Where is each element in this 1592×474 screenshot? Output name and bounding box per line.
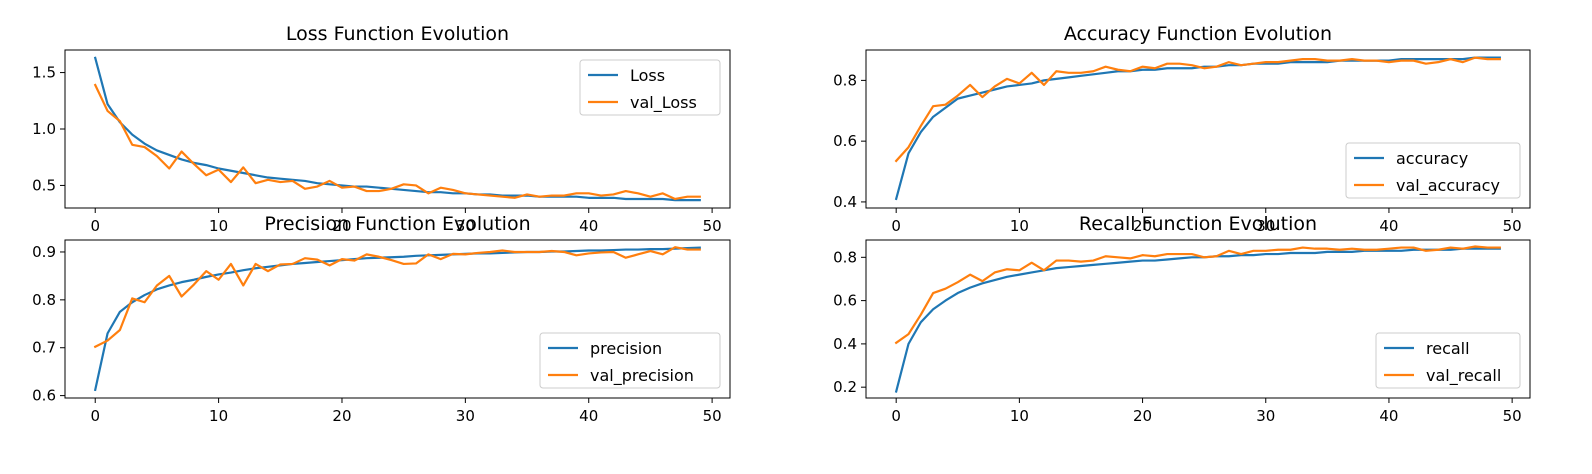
x-tick-label: 10 [1010,407,1029,425]
legend: Loss val_Loss [579,59,721,116]
x-tick-label: 10 [1010,217,1029,235]
legend-box [1345,142,1521,199]
x-tick-label: 50 [703,407,722,425]
series-line-val_Loss [93,83,701,201]
legend: recall val_recall [1375,332,1521,389]
series-line-Loss [93,56,701,202]
chart-title: Recall Function Evolution [1079,213,1317,235]
legend-label: Loss [630,66,665,85]
chart-panel-2: 0 10 20 30 40 50 0.6 0.7 0.8 0.9 Precision Functio… [32,213,731,425]
legend: accuracy val_accuracy [1345,142,1521,199]
x-tick-label: 30 [456,407,475,425]
x-tick-label: 10 [209,407,228,425]
y-tick-label: 0.5 [32,176,56,194]
legend-box [539,332,721,389]
x-tick-label: 50 [1503,407,1522,425]
y-tick-label: 0.8 [32,291,56,309]
legend-label: precision [590,339,662,358]
x-tick-label: 40 [1379,217,1398,235]
y-tick-label: 0.2 [833,378,857,396]
legend-label: val_recall [1426,366,1501,386]
y-tick-label: 0.7 [32,339,56,357]
x-tick-label: 30 [1256,407,1275,425]
chart-panel-3: 0 10 20 30 40 50 0.2 0.4 0.6 0.8 Recall Function E… [833,213,1531,425]
x-tick-label: 20 [1133,407,1152,425]
y-tick-label: 0.4 [833,335,857,353]
chart-title: Precision Function Evolution [264,213,530,235]
series-line-recall [894,247,1501,393]
series-line-val_recall [894,245,1501,345]
y-tick-label: 0.8 [833,71,857,89]
axes-frame [64,239,731,399]
x-tick-label: 0 [891,217,901,235]
x-tick-label: 50 [1503,217,1522,235]
x-tick-label: 30 [456,217,475,235]
chart-title: Accuracy Function Evolution [1064,23,1332,45]
legend-label: val_Loss [630,93,697,113]
x-tick-label: 20 [332,217,351,235]
legend-label: recall [1426,339,1470,358]
y-tick-label: 1.0 [32,120,56,138]
y-tick-label: 0.6 [833,292,857,310]
chart-panel-1: 0 10 20 30 40 50 0.4 0.6 0.8 Accuracy Function Ev… [833,23,1531,235]
y-tick-label: 0.6 [833,132,857,150]
axes-frame [865,49,1531,209]
y-tick-label: 0.4 [833,193,857,211]
y-tick-label: 1.5 [32,64,56,82]
y-tick-label: 0.9 [32,243,56,261]
legend-label: val_accuracy [1396,176,1500,196]
series-line-val_accuracy [894,56,1501,163]
series-line-precision [93,246,701,392]
legend-label: val_precision [590,366,694,386]
chart-title: Loss Function Evolution [286,23,509,45]
y-tick-label: 0.8 [833,248,857,266]
x-tick-label: 0 [90,407,100,425]
x-tick-label: 0 [891,407,901,425]
x-tick-label: 10 [209,217,228,235]
x-tick-label: 40 [579,407,598,425]
x-tick-label: 40 [579,217,598,235]
axes-frame [865,239,1531,399]
x-tick-label: 20 [332,407,351,425]
x-tick-label: 0 [90,217,100,235]
y-tick-label: 0.6 [32,387,56,405]
legend: precision val_precision [539,332,721,389]
x-tick-label: 30 [1256,217,1275,235]
chart-panel-0: 0 10 20 30 40 50 0.5 1.0 1.5 Loss Function Evolut… [32,23,731,235]
series-line-val_precision [93,246,701,349]
x-tick-label: 40 [1379,407,1398,425]
legend-label: accuracy [1396,149,1468,168]
x-tick-label: 50 [703,217,722,235]
x-tick-label: 20 [1133,217,1152,235]
